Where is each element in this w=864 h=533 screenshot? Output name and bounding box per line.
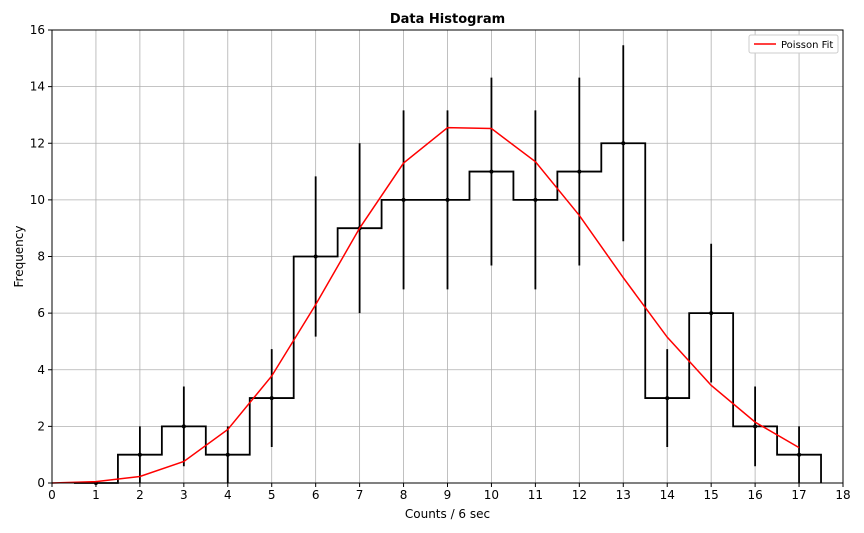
data-point (137, 452, 142, 457)
data-point (621, 141, 626, 146)
x-tick-label: 16 (747, 488, 762, 502)
x-tick-label: 1 (92, 488, 100, 502)
x-tick-label: 3 (180, 488, 188, 502)
data-point (269, 396, 274, 401)
x-tick-label: 5 (268, 488, 276, 502)
fit-line-group (51, 126, 800, 484)
x-tick-label: 10 (484, 488, 499, 502)
x-tick-label: 4 (224, 488, 232, 502)
data-point (709, 311, 714, 316)
legend: Poisson Fit (748, 34, 839, 54)
x-tick-label: 17 (791, 488, 806, 502)
data-point (313, 254, 318, 259)
x-tick-label: 0 (48, 488, 56, 502)
x-tick-label: 6 (312, 488, 320, 502)
chart-title: Data Histogram (390, 12, 505, 27)
y-tick-label: 14 (30, 80, 45, 94)
data-point (489, 169, 494, 174)
x-tick-label: 11 (528, 488, 543, 502)
x-axis-label: Counts / 6 sec (405, 507, 490, 521)
y-tick-label: 2 (37, 419, 45, 433)
y-tick-label: 10 (30, 193, 45, 207)
y-tick-label: 16 (30, 23, 45, 37)
y-axis-ticks: 0 2 4 6 8 10 12 14 16 (30, 23, 52, 490)
data-point (577, 169, 582, 174)
x-tick-label: 12 (572, 488, 587, 502)
data-point (225, 452, 230, 457)
legend-label-poisson-fit: Poisson Fit (781, 40, 833, 51)
data-point (181, 424, 186, 429)
x-tick-label: 18 (835, 488, 850, 502)
data-point (445, 197, 450, 202)
x-tick-label: 13 (616, 488, 631, 502)
error-bars (93, 45, 802, 485)
fit-line-poisson (51, 126, 800, 484)
y-tick-label: 12 (30, 136, 45, 150)
data-point (665, 396, 670, 401)
x-tick-label: 15 (704, 488, 719, 502)
x-tick-label: 9 (444, 488, 452, 502)
data-point (533, 197, 538, 202)
y-tick-label: 4 (37, 363, 45, 377)
legend-box (748, 34, 839, 54)
y-tick-label: 6 (37, 306, 45, 320)
x-tick-label: 14 (660, 488, 675, 502)
data-point (401, 197, 406, 202)
y-tick-label: 0 (37, 476, 45, 490)
y-tick-label: 8 (37, 250, 45, 264)
y-axis-label: Frequency (12, 226, 26, 288)
x-tick-label: 8 (400, 488, 408, 502)
x-axis-ticks: 0 1 2 3 4 5 6 7 8 9 10 11 12 13 14 15 16 17 18 (48, 483, 851, 502)
x-tick-label: 7 (356, 488, 364, 502)
data-point (753, 424, 758, 429)
data-point (797, 452, 802, 457)
x-tick-label: 2 (136, 488, 144, 502)
